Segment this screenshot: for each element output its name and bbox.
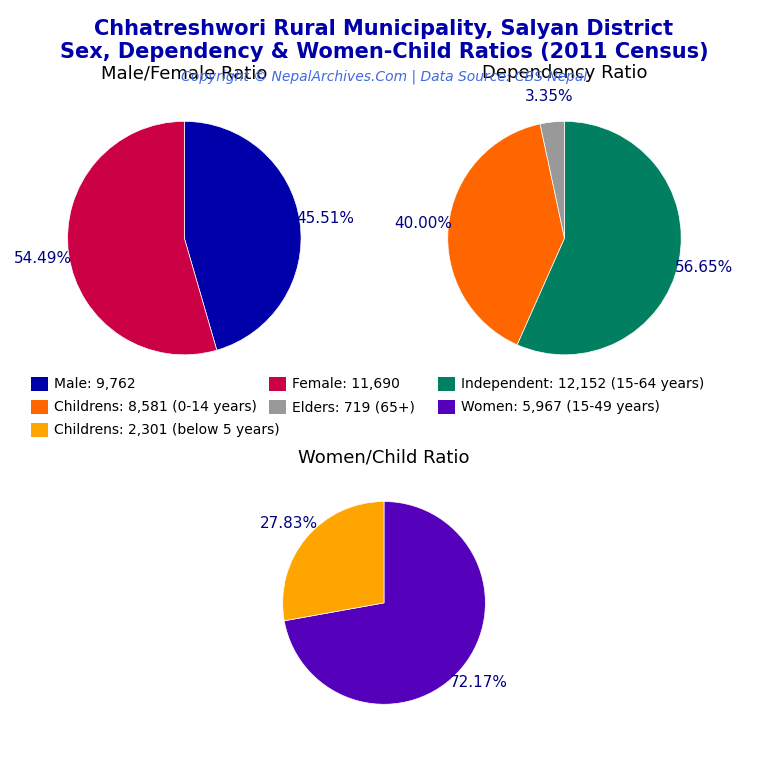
Text: 54.49%: 54.49% (15, 250, 72, 266)
Text: Childrens: 2,301 (below 5 years): Childrens: 2,301 (below 5 years) (54, 423, 280, 437)
Text: 40.00%: 40.00% (394, 216, 452, 231)
Title: Dependency Ratio: Dependency Ratio (482, 65, 647, 82)
Text: Childrens: 8,581 (0-14 years): Childrens: 8,581 (0-14 years) (54, 400, 257, 414)
Text: Elders: 719 (65+): Elders: 719 (65+) (292, 400, 415, 414)
Text: Sex, Dependency & Women-Child Ratios (2011 Census): Sex, Dependency & Women-Child Ratios (20… (60, 42, 708, 62)
Wedge shape (68, 121, 217, 355)
Text: Male: 9,762: Male: 9,762 (54, 377, 135, 391)
Text: Independent: 12,152 (15-64 years): Independent: 12,152 (15-64 years) (461, 377, 704, 391)
Title: Women/Child Ratio: Women/Child Ratio (298, 449, 470, 466)
Text: Copyright © NepalArchives.Com | Data Source: CBS Nepal: Copyright © NepalArchives.Com | Data Sou… (181, 69, 587, 84)
Text: Female: 11,690: Female: 11,690 (292, 377, 399, 391)
Wedge shape (284, 502, 485, 704)
Text: 45.51%: 45.51% (296, 210, 354, 226)
Text: Women: 5,967 (15-49 years): Women: 5,967 (15-49 years) (461, 400, 660, 414)
Text: 3.35%: 3.35% (525, 89, 574, 104)
Wedge shape (184, 121, 301, 350)
Wedge shape (283, 502, 384, 621)
Wedge shape (517, 121, 681, 355)
Text: 72.17%: 72.17% (450, 675, 508, 690)
Text: 56.65%: 56.65% (674, 260, 733, 275)
Text: 27.83%: 27.83% (260, 516, 318, 531)
Wedge shape (540, 121, 564, 238)
Title: Male/Female Ratio: Male/Female Ratio (101, 65, 267, 82)
Wedge shape (448, 124, 564, 345)
Text: Chhatreshwori Rural Municipality, Salyan District: Chhatreshwori Rural Municipality, Salyan… (94, 19, 674, 39)
